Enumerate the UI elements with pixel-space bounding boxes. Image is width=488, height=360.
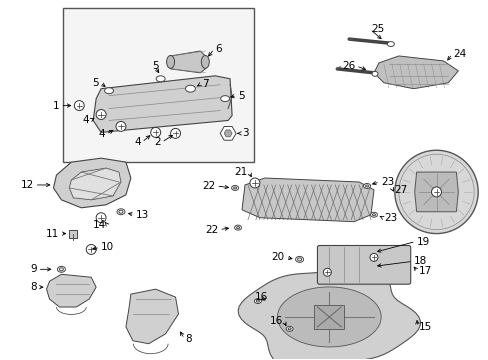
Ellipse shape (256, 300, 259, 302)
FancyBboxPatch shape (317, 246, 410, 284)
Ellipse shape (285, 327, 292, 331)
Text: 12: 12 (20, 180, 34, 190)
Circle shape (96, 213, 106, 223)
Polygon shape (224, 130, 232, 137)
Text: 4: 4 (134, 137, 141, 147)
Bar (314, 305, 344, 329)
Text: 6: 6 (215, 44, 222, 54)
Ellipse shape (156, 76, 165, 82)
Text: 25: 25 (370, 24, 384, 34)
Circle shape (116, 121, 126, 131)
Polygon shape (93, 76, 232, 132)
Ellipse shape (119, 210, 122, 213)
Ellipse shape (166, 55, 174, 68)
Polygon shape (220, 126, 236, 140)
Text: 11: 11 (46, 229, 60, 239)
Text: 8: 8 (185, 334, 192, 344)
Circle shape (323, 268, 331, 276)
Ellipse shape (60, 268, 63, 271)
Text: 5: 5 (152, 61, 159, 71)
Circle shape (369, 253, 377, 261)
Text: 17: 17 (418, 266, 431, 276)
Circle shape (394, 150, 477, 234)
Text: 15: 15 (418, 322, 431, 332)
Text: 26: 26 (341, 61, 354, 71)
Text: 4: 4 (82, 116, 89, 126)
Ellipse shape (236, 227, 239, 229)
Ellipse shape (57, 266, 65, 272)
Circle shape (170, 129, 180, 138)
Ellipse shape (371, 71, 377, 76)
Polygon shape (277, 287, 381, 347)
Circle shape (431, 187, 441, 197)
Text: 2: 2 (154, 137, 161, 147)
Text: 16: 16 (269, 316, 282, 326)
Bar (63, 8, 253, 162)
Polygon shape (46, 274, 96, 307)
Text: 20: 20 (271, 252, 284, 262)
Ellipse shape (201, 55, 209, 68)
Ellipse shape (231, 185, 238, 190)
Text: 23: 23 (380, 177, 393, 187)
Text: 19: 19 (416, 237, 429, 247)
Text: 18: 18 (413, 256, 426, 266)
Circle shape (150, 127, 161, 137)
Ellipse shape (254, 298, 261, 303)
Ellipse shape (104, 88, 113, 94)
Text: 14: 14 (93, 220, 106, 230)
Text: 27: 27 (393, 185, 406, 195)
Polygon shape (53, 158, 131, 208)
Polygon shape (242, 178, 373, 222)
Ellipse shape (117, 209, 124, 215)
Text: 22: 22 (204, 225, 218, 235)
Ellipse shape (287, 328, 290, 330)
Text: 3: 3 (242, 129, 248, 138)
Ellipse shape (233, 187, 236, 189)
Circle shape (249, 178, 259, 188)
Text: 5: 5 (92, 78, 99, 88)
Text: 1: 1 (53, 100, 60, 111)
Ellipse shape (297, 258, 301, 261)
Text: 5: 5 (238, 91, 244, 101)
Circle shape (96, 109, 106, 120)
Ellipse shape (295, 256, 303, 262)
Text: 10: 10 (101, 243, 114, 252)
Polygon shape (126, 289, 178, 344)
Ellipse shape (234, 225, 241, 230)
Polygon shape (238, 266, 420, 360)
Ellipse shape (363, 184, 370, 188)
Text: 22: 22 (202, 181, 215, 191)
Text: 21: 21 (234, 167, 247, 177)
Polygon shape (414, 172, 457, 212)
Polygon shape (373, 56, 457, 89)
Ellipse shape (185, 85, 195, 92)
Ellipse shape (365, 185, 368, 187)
Ellipse shape (370, 212, 377, 217)
Text: 13: 13 (136, 210, 149, 220)
Ellipse shape (386, 41, 393, 46)
Text: 16: 16 (254, 292, 267, 302)
Polygon shape (69, 168, 121, 200)
Polygon shape (170, 51, 205, 73)
Ellipse shape (220, 96, 229, 102)
Circle shape (86, 244, 96, 255)
Text: 8: 8 (30, 282, 37, 292)
Text: 7: 7 (202, 79, 208, 89)
Ellipse shape (372, 214, 375, 216)
Circle shape (74, 100, 84, 111)
Text: 4: 4 (98, 129, 105, 139)
Text: 9: 9 (30, 264, 37, 274)
Text: 23: 23 (383, 213, 396, 223)
Bar (69, 230, 77, 238)
Text: 24: 24 (452, 49, 466, 59)
